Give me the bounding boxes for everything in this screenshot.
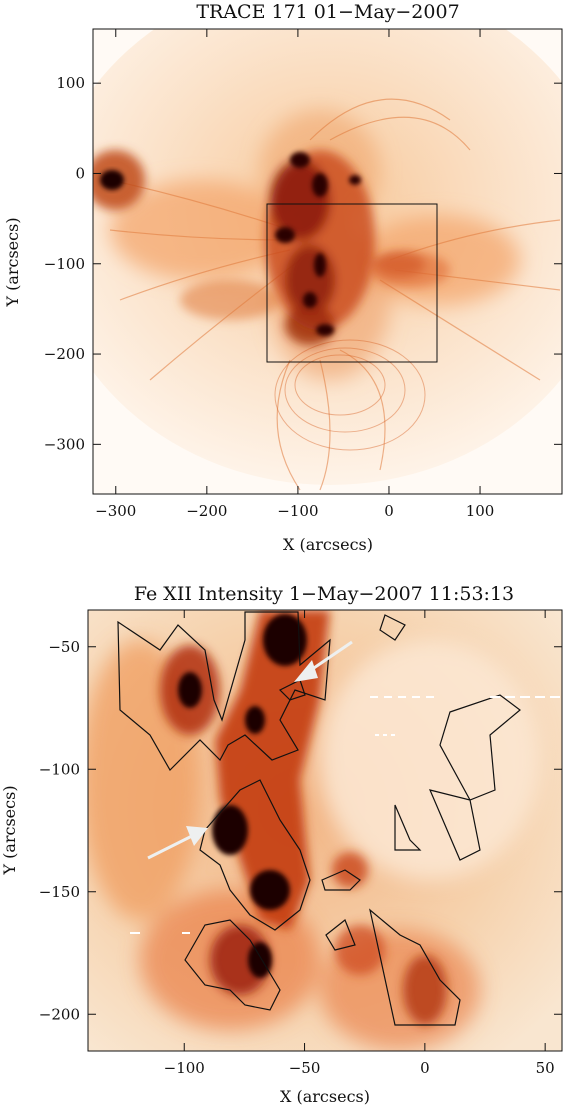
x-tick-label: −100 bbox=[277, 502, 318, 520]
panel2-ylabel: Y (arcsecs) bbox=[0, 785, 19, 875]
panel1-axes: −300 −200 −100 0 100 100 0 −100 −200 −300 bbox=[44, 29, 562, 520]
y-tick-label: −200 bbox=[39, 1005, 80, 1023]
x-tick-label: −100 bbox=[164, 1059, 205, 1077]
y-tick-label: 0 bbox=[75, 164, 85, 182]
panel1-ylabel: Y (arcsecs) bbox=[3, 217, 22, 307]
y-tick-label: −100 bbox=[44, 255, 85, 273]
y-tick-label: −100 bbox=[39, 760, 80, 778]
panel1-xlabel: X (arcsecs) bbox=[283, 535, 373, 554]
panel2-title: Fe XII Intensity 1−May−2007 11:53:13 bbox=[134, 583, 514, 605]
x-tick-label: −300 bbox=[95, 502, 136, 520]
panel2-frame bbox=[87, 609, 563, 1052]
y-tick-label: −300 bbox=[44, 435, 85, 453]
x-tick-label: 50 bbox=[536, 1059, 555, 1077]
x-tick-label: 0 bbox=[384, 502, 394, 520]
contours bbox=[117, 611, 521, 1026]
x-tick-label: −50 bbox=[289, 1059, 321, 1077]
arrow-upper bbox=[294, 640, 353, 682]
panel1-frame bbox=[92, 28, 563, 495]
panel1-title: TRACE 171 01−May−2007 bbox=[196, 1, 459, 23]
fexii-image bbox=[88, 610, 562, 1051]
zoom-box bbox=[266, 203, 438, 363]
panel2-xlabel: X (arcsecs) bbox=[280, 1087, 370, 1106]
x-tick-label: 0 bbox=[420, 1059, 430, 1077]
y-tick-label: −150 bbox=[39, 883, 80, 901]
x-tick-label: −200 bbox=[186, 502, 227, 520]
x-tick-label: 100 bbox=[466, 502, 495, 520]
trace-image bbox=[93, 29, 562, 494]
arrow-lower bbox=[147, 826, 208, 860]
fexii-panel: Fe XII Intensity 1−May−2007 11:53:13 bbox=[0, 583, 563, 1106]
data-gaps bbox=[130, 696, 560, 934]
y-tick-label: −50 bbox=[48, 638, 80, 656]
panel2-axes: −100 −50 0 50 −50 −100 −150 −200 bbox=[39, 610, 562, 1077]
trace-panel: TRACE 171 01−May−2007 bbox=[3, 1, 563, 554]
y-tick-label: −200 bbox=[44, 345, 85, 363]
y-tick-label: 100 bbox=[56, 74, 85, 92]
